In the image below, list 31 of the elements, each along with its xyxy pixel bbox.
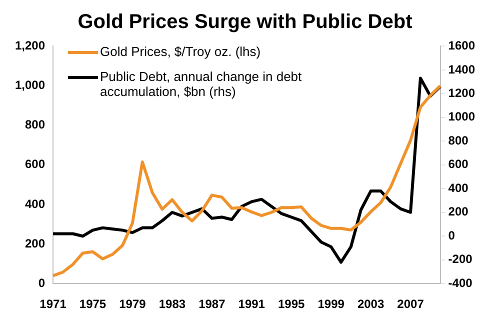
y2-tick-label: 0 xyxy=(448,228,456,242)
y-tick-label: 800 xyxy=(25,118,46,132)
x-tick-label: 1975 xyxy=(79,297,106,312)
x-tick-label: 1971 xyxy=(40,297,67,312)
x-tick-label: 1999 xyxy=(318,297,345,312)
legend-label: Gold Prices, $/Troy oz. (lhs) xyxy=(100,44,262,59)
y2-tick-label: 1200 xyxy=(448,86,476,100)
y2-tick-label: 800 xyxy=(448,133,469,148)
x-tick-label: 1991 xyxy=(238,297,266,312)
y2-tick-label: -400 xyxy=(448,276,473,290)
y-tick-label: 0 xyxy=(38,276,46,290)
x-tick-label: 1983 xyxy=(158,297,186,312)
legend-label: Public Debt, annual change in debt accumulation, $bn (rhs) xyxy=(100,69,303,99)
x-tick-label: 2003 xyxy=(357,297,384,312)
y2-tick-label: 200 xyxy=(448,204,469,219)
x-tick-label: 2007 xyxy=(397,297,424,312)
chart-title: Gold Prices Surge with Public Debt xyxy=(76,10,414,35)
x-tick-label: 1995 xyxy=(278,297,306,312)
y2-tick-label: 400 xyxy=(448,180,469,195)
x-tick-label: 1987 xyxy=(198,297,226,312)
y-tick-label: 1,000 xyxy=(15,78,46,92)
y2-tick-label: 600 xyxy=(448,157,469,172)
y-tick-label: 400 xyxy=(25,196,46,211)
y2-tick-label: 1000 xyxy=(448,110,476,124)
y-tick-label: 600 xyxy=(25,157,46,172)
y2-tick-label: 1600 xyxy=(448,38,476,53)
y-tick-label: 200 xyxy=(25,236,46,250)
y-tick-label: 1,200 xyxy=(15,38,46,53)
y2-tick-label: 1400 xyxy=(448,62,476,76)
x-tick-label: 1979 xyxy=(119,297,146,312)
y2-tick-label: -200 xyxy=(448,252,473,266)
